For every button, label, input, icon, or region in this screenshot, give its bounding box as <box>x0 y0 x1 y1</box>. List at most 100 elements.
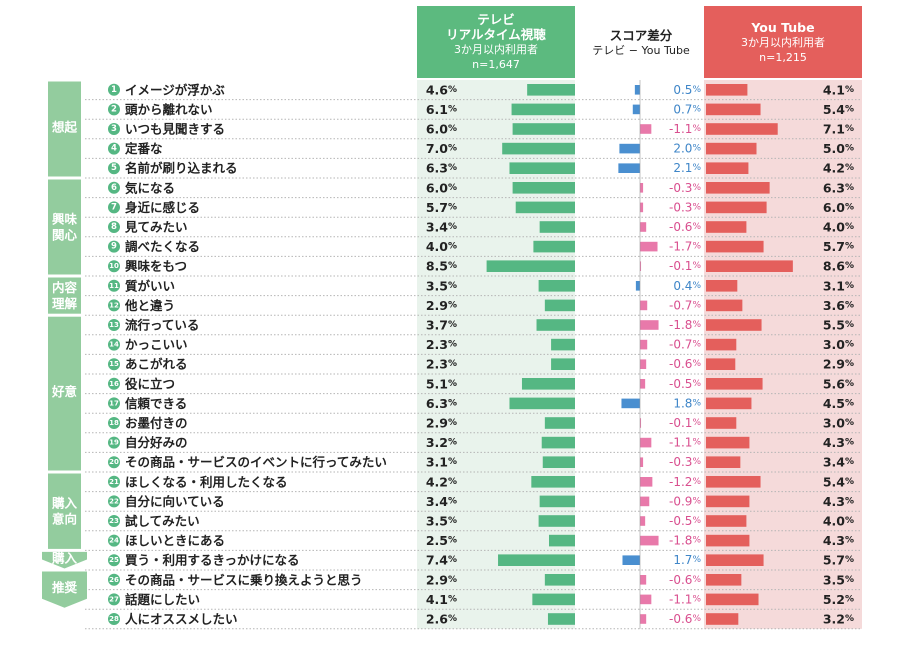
yt-bar <box>706 182 770 194</box>
yt-bar <box>706 436 750 449</box>
tv-bar <box>527 84 575 96</box>
row-number: 5 <box>111 163 117 173</box>
category-label: その商品・サービスのイベントに行ってみたい <box>125 455 387 470</box>
tv-bar <box>549 534 575 547</box>
category-label: 流行っている <box>125 318 199 333</box>
row-number: 6 <box>111 183 117 193</box>
group-block <box>48 473 81 549</box>
row-number-circle <box>108 103 120 116</box>
category-label: 他と違う <box>124 298 175 313</box>
row-number-circle <box>108 397 120 410</box>
row-number-circle <box>108 123 120 135</box>
tv-header: テレビ リアルタイム視聴 3か月以内利用者 n=1,647 <box>417 6 575 78</box>
row-number-circle <box>108 338 120 351</box>
yt-value-label: 5.7% <box>823 553 854 568</box>
diff-value-label: -1.2% <box>669 475 701 489</box>
diff-value-label: -0.7% <box>669 338 701 352</box>
row-number-circle <box>108 593 120 606</box>
group-block <box>48 316 81 471</box>
tv-value-label: 5.1% <box>426 376 457 391</box>
tv-header-band <box>417 6 575 78</box>
row-number: 2 <box>111 104 117 114</box>
diff-bar <box>632 104 640 115</box>
yt-value-label: 4.3% <box>823 435 854 450</box>
diff-bar <box>640 241 658 252</box>
diff-header-title: スコア差分 <box>609 28 673 43</box>
tv-bar <box>509 397 575 410</box>
diff-bar <box>640 183 644 193</box>
category-label: イメージが浮かぶ <box>125 82 225 97</box>
tv-bar <box>512 182 575 194</box>
row-number: 27 <box>109 595 119 603</box>
tv-value-label: 2.9% <box>426 572 457 587</box>
group-label: 意向 <box>52 512 77 527</box>
category-label: 信頼できる <box>125 396 187 411</box>
tv-bar <box>511 103 575 116</box>
category-label: 名前が刷り込まれる <box>125 161 238 176</box>
row-number-circle <box>108 221 120 233</box>
category-label: お墨付きの <box>125 416 188 431</box>
tv-value-label: 2.6% <box>426 612 457 627</box>
tv-bar <box>509 162 575 174</box>
yt-header: You Tube 3か月以内利用者 n=1,215 <box>704 6 862 78</box>
category-label: 興味をもつ <box>125 259 187 274</box>
group-label: 関心 <box>52 228 78 243</box>
tv-bar <box>544 299 575 312</box>
category-label: その商品・サービスに乗り換えようと思う <box>125 572 363 587</box>
tv-bar <box>538 280 575 292</box>
diff-bar <box>640 418 642 428</box>
row-number-circle <box>108 83 120 96</box>
yt-value-label: 7.1% <box>823 122 854 137</box>
group-block <box>48 179 81 275</box>
yt-value-label: 3.5% <box>823 572 854 587</box>
category-label: 人にオススメしたい <box>125 612 238 627</box>
row-number: 28 <box>109 615 119 623</box>
row-number: 15 <box>109 360 119 368</box>
diff-bar <box>640 535 659 546</box>
yt-value-label: 5.6% <box>823 376 854 391</box>
tv-value-label: 2.3% <box>426 337 457 352</box>
tv-bar <box>539 221 575 233</box>
yt-bar <box>706 476 761 488</box>
yt-value-label: 5.4% <box>823 102 854 117</box>
row-number-circle <box>108 358 120 371</box>
group-block <box>42 571 87 608</box>
diff-bar <box>621 398 640 409</box>
row-number-circle <box>108 534 120 547</box>
yt-bar <box>706 358 736 370</box>
diff-value-label: -0.9% <box>669 494 701 508</box>
group-label: 内容 <box>52 280 78 295</box>
diff-value-label: -0.3% <box>669 200 701 214</box>
tv-header-n: n=1,647 <box>472 58 520 71</box>
category-label: 自分好みの <box>125 435 188 450</box>
category-label: 話題にしたい <box>125 592 200 607</box>
row-number: 19 <box>109 439 119 447</box>
group-block <box>48 81 81 177</box>
row-number: 3 <box>111 124 117 134</box>
tv-value-label: 3.4% <box>426 220 457 235</box>
row-number: 22 <box>109 497 119 505</box>
tv-bar <box>538 515 575 527</box>
row-number: 20 <box>109 458 119 466</box>
group-label: 購入 <box>51 551 78 566</box>
tv-value-label: 3.5% <box>426 514 457 529</box>
diff-value-label: -0.3% <box>669 455 701 469</box>
yt-bar <box>706 397 752 410</box>
tv-bar <box>541 436 575 449</box>
tv-bar <box>542 456 575 468</box>
yt-bar <box>706 554 764 566</box>
tv-bar <box>533 240 575 253</box>
diff-value-label: 2.1% <box>673 161 701 175</box>
diff-bar <box>640 457 644 467</box>
diff-bar <box>619 143 640 154</box>
row-number: 17 <box>109 399 119 407</box>
row-number-circle <box>108 613 120 625</box>
row-number-circle <box>108 181 120 194</box>
category-label: あこがれる <box>125 357 188 372</box>
tv-value-label: 4.1% <box>426 592 457 607</box>
diff-bar <box>640 124 652 134</box>
diff-bar <box>640 575 647 585</box>
yt-bar <box>706 142 757 155</box>
tv-bar <box>547 613 575 625</box>
